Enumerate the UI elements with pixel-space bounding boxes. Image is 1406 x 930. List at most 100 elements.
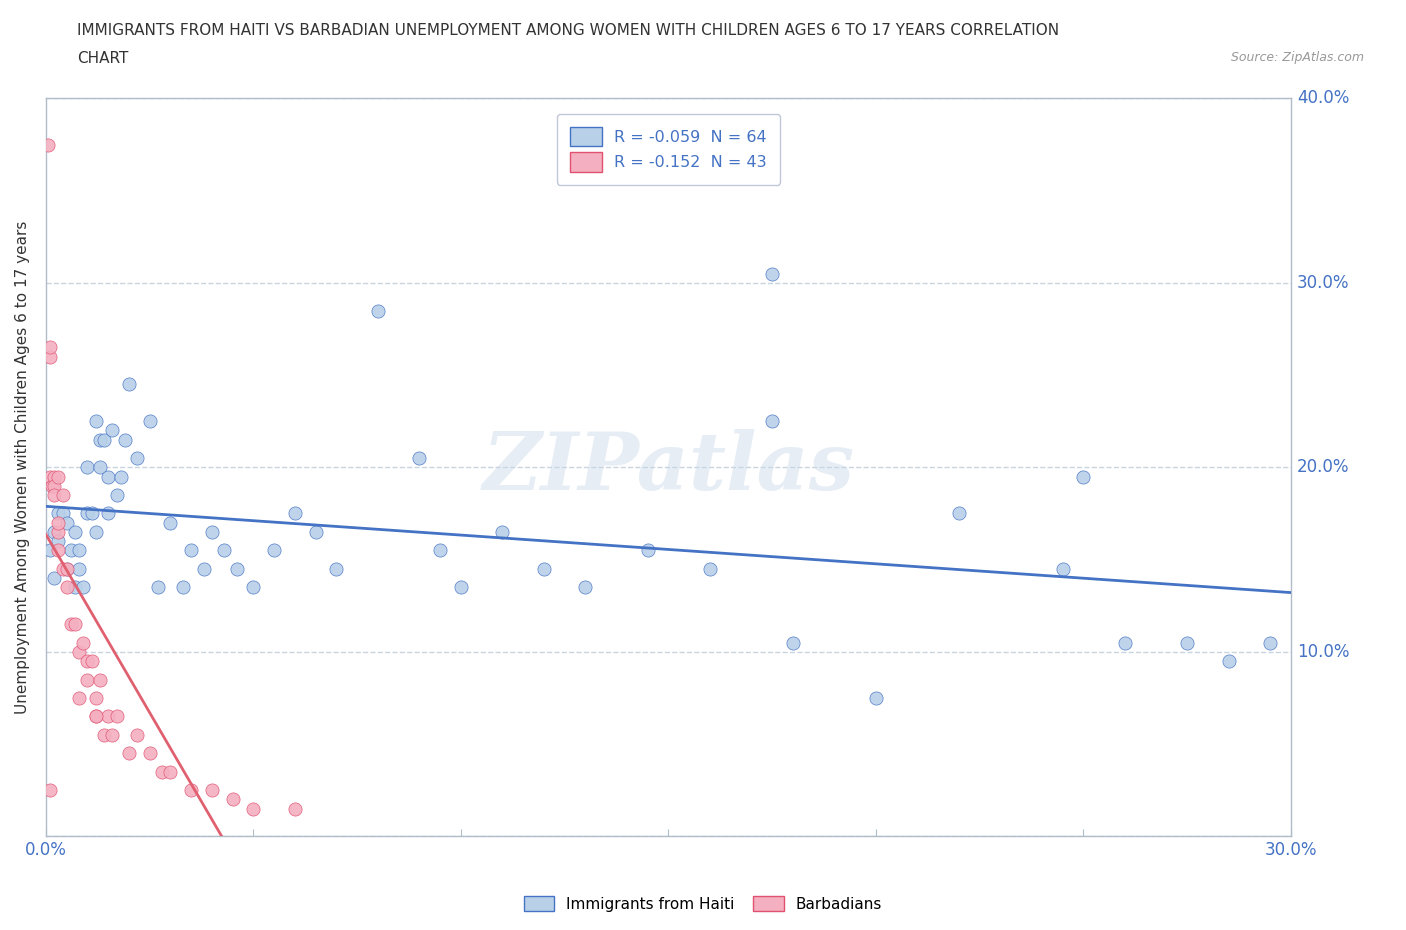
Point <box>44 571 66 586</box>
Point <box>429 543 451 558</box>
Point <box>367 303 389 318</box>
Text: CHART: CHART <box>77 51 129 66</box>
Point <box>1114 635 1136 650</box>
Point <box>72 635 94 650</box>
Point <box>48 534 70 549</box>
Point <box>67 562 90 577</box>
Point <box>150 764 173 779</box>
Text: 20.0%: 20.0% <box>1298 458 1350 476</box>
Point <box>84 709 107 724</box>
Point <box>48 506 70 521</box>
Point <box>44 525 66 539</box>
Point <box>59 543 82 558</box>
Point <box>574 579 596 594</box>
Text: ZIPatlas: ZIPatlas <box>482 429 855 506</box>
Point <box>180 543 202 558</box>
Text: 40.0%: 40.0% <box>1298 89 1350 107</box>
Point <box>101 423 124 438</box>
Point <box>172 579 194 594</box>
Point <box>761 266 783 281</box>
Point <box>80 654 103 669</box>
Point <box>450 579 472 594</box>
Point <box>44 469 66 484</box>
Point <box>1052 562 1074 577</box>
Point <box>48 469 70 484</box>
Point <box>48 525 70 539</box>
Point <box>39 350 62 365</box>
Point <box>97 709 120 724</box>
Point <box>782 635 804 650</box>
Point <box>89 672 111 687</box>
Point <box>89 432 111 447</box>
Point <box>48 543 70 558</box>
Point <box>55 515 77 530</box>
Point <box>67 644 90 659</box>
Point <box>93 727 115 742</box>
Point <box>225 562 247 577</box>
Text: Source: ZipAtlas.com: Source: ZipAtlas.com <box>1230 51 1364 64</box>
Point <box>138 414 160 429</box>
Point <box>39 543 62 558</box>
Point <box>84 691 107 706</box>
Point <box>52 562 75 577</box>
Point <box>761 414 783 429</box>
Point <box>93 432 115 447</box>
Point <box>242 579 264 594</box>
Text: IMMIGRANTS FROM HAITI VS BARBADIAN UNEMPLOYMENT AMONG WOMEN WITH CHILDREN AGES 6: IMMIGRANTS FROM HAITI VS BARBADIAN UNEMP… <box>77 23 1060 38</box>
Point <box>89 460 111 475</box>
Point <box>67 691 90 706</box>
Point <box>159 515 181 530</box>
Point <box>408 451 430 466</box>
Point <box>84 709 107 724</box>
Point <box>76 506 98 521</box>
Point <box>1175 635 1198 650</box>
Point <box>76 672 98 687</box>
Point <box>284 802 307 817</box>
Point <box>97 469 120 484</box>
Legend: Immigrants from Haiti, Barbadians: Immigrants from Haiti, Barbadians <box>517 889 889 918</box>
Point <box>76 460 98 475</box>
Point <box>67 543 90 558</box>
Point <box>201 783 224 798</box>
Point <box>263 543 285 558</box>
Point <box>55 562 77 577</box>
Point <box>242 802 264 817</box>
Point <box>44 487 66 502</box>
Point <box>55 562 77 577</box>
Point <box>699 562 721 577</box>
Point <box>948 506 970 521</box>
Point <box>52 487 75 502</box>
Point <box>105 487 128 502</box>
Point <box>118 746 141 761</box>
Point <box>180 783 202 798</box>
Point <box>118 377 141 392</box>
Point <box>491 525 513 539</box>
Point <box>63 617 86 631</box>
Point <box>80 506 103 521</box>
Point <box>55 579 77 594</box>
Point <box>84 525 107 539</box>
Point <box>114 432 136 447</box>
Point <box>101 727 124 742</box>
Point <box>214 543 236 558</box>
Legend: R = -0.059  N = 64, R = -0.152  N = 43: R = -0.059 N = 64, R = -0.152 N = 43 <box>557 113 780 185</box>
Point <box>63 579 86 594</box>
Point <box>39 469 62 484</box>
Point <box>48 515 70 530</box>
Point <box>637 543 659 558</box>
Point <box>37 137 59 152</box>
Point <box>193 562 215 577</box>
Point <box>305 525 328 539</box>
Point <box>1218 654 1240 669</box>
Point <box>97 506 120 521</box>
Point <box>72 579 94 594</box>
Point <box>325 562 347 577</box>
Point <box>39 783 62 798</box>
Text: 30.0%: 30.0% <box>1298 273 1350 292</box>
Point <box>105 709 128 724</box>
Point <box>39 340 62 355</box>
Point <box>159 764 181 779</box>
Point <box>52 506 75 521</box>
Point <box>41 478 63 493</box>
Y-axis label: Unemployment Among Women with Children Ages 6 to 17 years: Unemployment Among Women with Children A… <box>15 220 30 714</box>
